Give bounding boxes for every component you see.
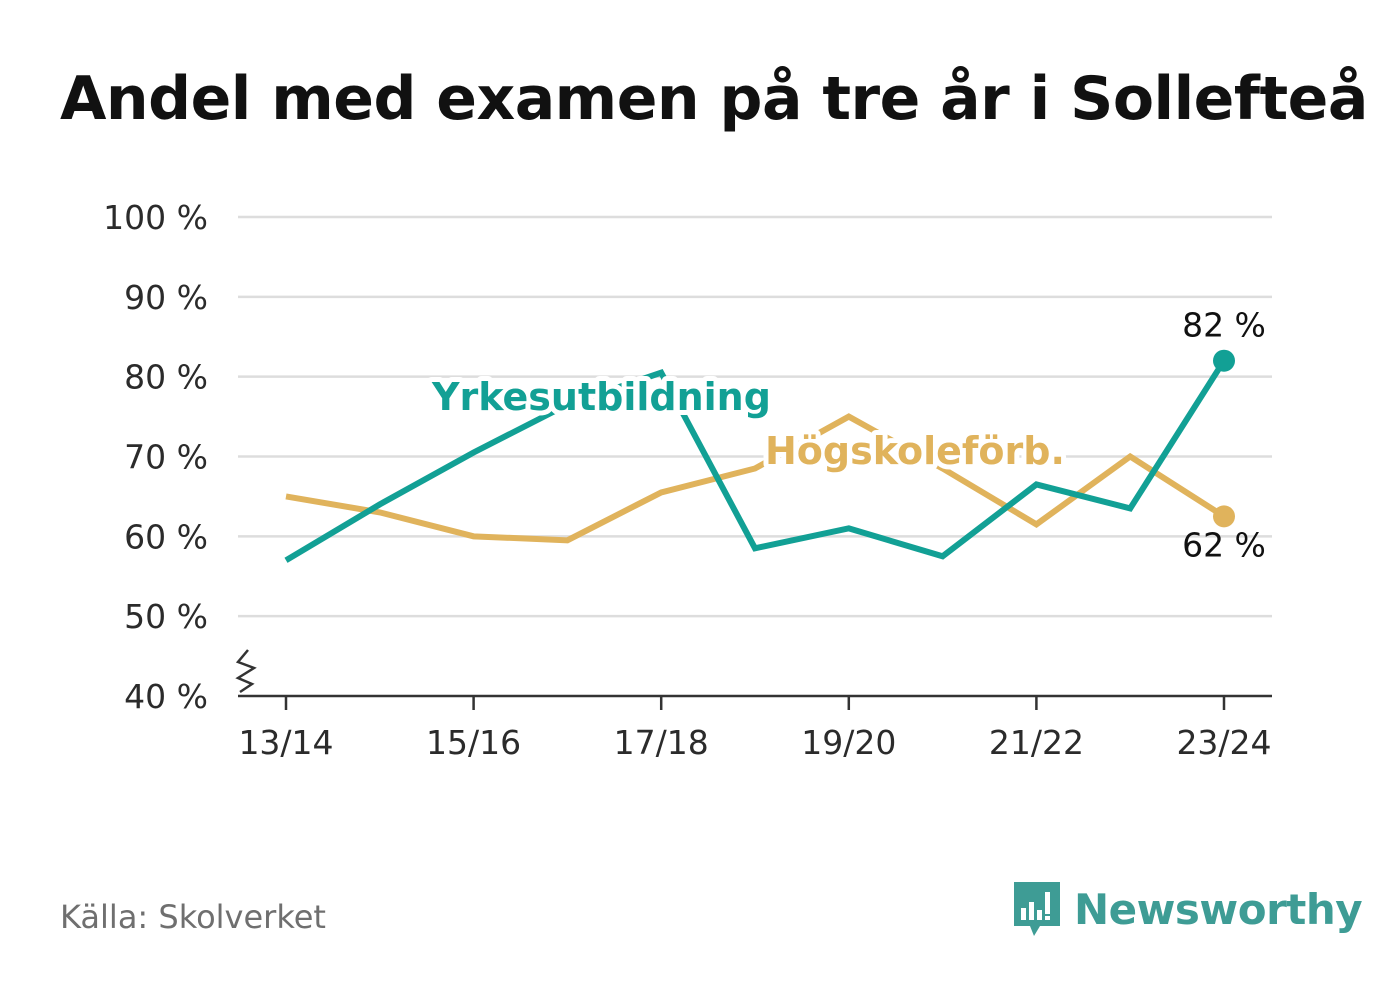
brand-name: Newsworthy bbox=[1074, 884, 1363, 934]
y-tick-label: 80 % bbox=[124, 358, 208, 397]
y-tick-label: 100 % bbox=[103, 198, 208, 237]
series-lines bbox=[284, 349, 1235, 563]
x-tick-label: 23/24 bbox=[1176, 723, 1271, 762]
grid-lines bbox=[238, 215, 1272, 618]
y-tick-label: 70 % bbox=[124, 438, 208, 477]
y-tick-label: 50 % bbox=[124, 597, 208, 636]
y-tick-label: 90 % bbox=[124, 278, 208, 317]
series-name-label-halo: Högskoleförb. bbox=[765, 429, 1065, 473]
series-name-label: Högskoleförb. bbox=[765, 429, 1065, 473]
x-axis: 13/14 15/16 17/18 19/20 21/22 23/24 bbox=[235, 649, 1272, 762]
source-note: Källa: Skolverket bbox=[60, 898, 326, 936]
y-axis-break bbox=[235, 649, 257, 694]
x-tick-label: 19/20 bbox=[801, 723, 896, 762]
end-point-marker bbox=[1213, 349, 1235, 372]
x-tick-label: 15/16 bbox=[426, 723, 521, 762]
bar-chart-bubble-icon bbox=[1014, 882, 1060, 936]
x-tick-label: 21/22 bbox=[989, 723, 1084, 762]
series-labels: YrkesutbildningYrkesutbildningHögskolefö… bbox=[426, 306, 1266, 565]
end-value-label: 82 % bbox=[1182, 306, 1266, 345]
y-tick-label: 60 % bbox=[124, 517, 208, 556]
y-tick-label: 40 % bbox=[124, 677, 208, 716]
end-point-marker bbox=[1213, 505, 1235, 528]
series-name-label: Yrkesutbildning bbox=[431, 375, 771, 419]
x-tick-label: 17/18 bbox=[614, 723, 709, 762]
chart-title: Andel med examen på tre år i Sollefteå bbox=[60, 64, 1368, 134]
series-line bbox=[284, 359, 1227, 563]
x-tick-label: 13/14 bbox=[238, 723, 333, 762]
y-axis-ticks: 40 % 50 % 60 % 70 % 80 % 90 % 100 % bbox=[103, 198, 208, 716]
series-name-label-halo: Yrkesutbildning bbox=[431, 375, 771, 419]
brand-logo: Newsworthy bbox=[1010, 878, 1363, 940]
end-value-label: 62 % bbox=[1182, 525, 1266, 564]
series-line bbox=[285, 413, 1226, 544]
